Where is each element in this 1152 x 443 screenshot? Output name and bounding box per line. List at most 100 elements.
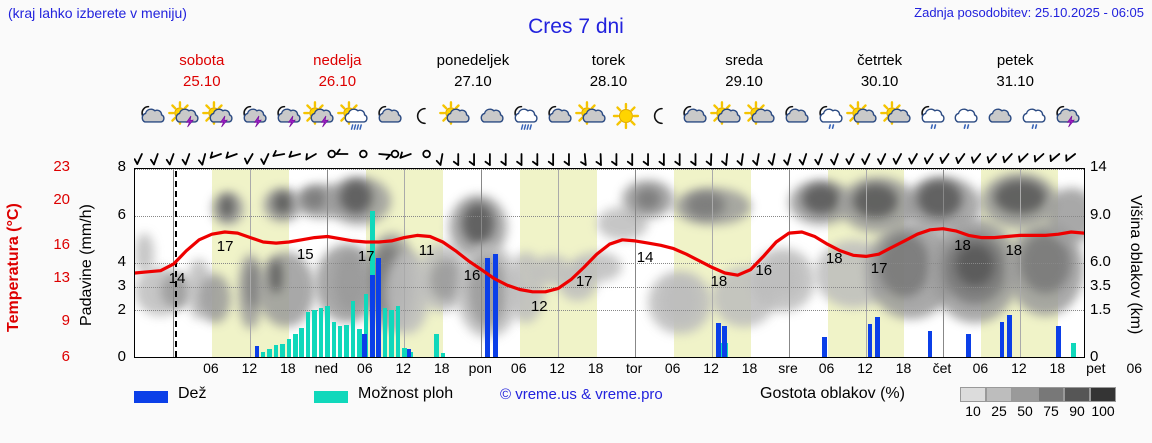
horizontal-gridline [135, 357, 1084, 358]
meteogram-plot[interactable]: 14 17 15 17 11 16 12 17 14 18 16 18 17 18 18 [134, 168, 1085, 358]
day-name: sobota [179, 52, 225, 69]
shower-bar [286, 339, 292, 357]
rain-bar [254, 346, 260, 357]
temperature-curve [135, 227, 1084, 294]
last-update-timestamp: Zadnja posodobitev: 25.10.2025 - 06:05 [914, 5, 1144, 20]
shower-bar [318, 307, 324, 357]
horizontal-gridline [135, 263, 1084, 264]
cloud-density-blob [256, 251, 315, 327]
moon-icon [405, 95, 439, 140]
x-tick-06-12: 06 [664, 360, 681, 376]
temperature-value-label: 12 [530, 297, 548, 315]
rain-bar [966, 333, 971, 357]
cloud-density-stop-label: 100 [1091, 403, 1115, 419]
cloud-density-blob [462, 202, 495, 245]
cloud-density-blob [853, 184, 899, 218]
midday-gridline [1019, 169, 1021, 357]
cloud-density-blob [635, 187, 661, 211]
day-header-četrtek: četrtek 30.10 [802, 50, 958, 92]
x-tick-tor-11: tor [625, 360, 643, 376]
x-tick-12-21: 12 [1011, 360, 1027, 376]
rain-bar [822, 337, 827, 357]
cloud-density-legend-label: Gostota oblakov (%) [760, 385, 905, 402]
temperature-tick-13: 13 [53, 269, 70, 287]
shower-bar [337, 326, 343, 357]
temperature-value-label: 18 [1005, 242, 1023, 260]
rain-bar [493, 253, 498, 357]
day-date: 26.10 [318, 73, 357, 90]
moon-cloud-lightning-icon [1049, 95, 1083, 140]
day-header-torek: torek 28.10 [531, 50, 687, 92]
page-title: Cres 7 dni [528, 15, 624, 38]
sun-cloud-icon [744, 95, 778, 140]
cloud-density-blob [660, 278, 700, 324]
temperature-tick-16: 16 [53, 235, 70, 253]
x-tick-12-1: 12 [241, 360, 258, 376]
x-tick-18-10: 18 [587, 360, 604, 376]
cloud-height-tick-6.0: 6.0 [1090, 253, 1111, 270]
sun-cloud-icon [879, 95, 914, 140]
day-date: 30.10 [860, 73, 899, 90]
day-name: sreda [725, 52, 763, 69]
cloud-density-swatch-90 [1064, 387, 1090, 402]
x-tick-06-8: 06 [510, 360, 527, 376]
sun-cloud-lightning-icon [201, 95, 236, 140]
day-header-petek: petek 31.10 [937, 50, 1093, 92]
x-tick-12-13: 12 [703, 360, 719, 376]
temperature-value-label: 14 [636, 249, 654, 267]
shower-bar [293, 333, 298, 357]
rain-bar [362, 333, 367, 357]
x-tick-18-6: 18 [433, 360, 450, 376]
day-header-sreda: sreda 29.10 [666, 50, 822, 92]
horizontal-gridline [135, 310, 1084, 311]
moon-cloud-drizzle-icon [914, 95, 948, 140]
temperature-value-label: 17 [357, 247, 375, 265]
cloud-density-blob [686, 191, 725, 218]
horizontal-gridline [135, 286, 1084, 288]
midday-gridline [404, 169, 406, 357]
day-name: četrtek [857, 52, 903, 69]
horizontal-gridline [135, 169, 1084, 170]
copyright-link[interactable]: © vreme.us & vreme.pro [500, 386, 663, 403]
precipitation-tick-0: 0 [117, 348, 126, 365]
shower-bar [344, 325, 349, 357]
cloud-density-stop-label: 10 [965, 403, 981, 419]
cloud-drizzle-icon [1015, 95, 1049, 140]
x-tick-18-14: 18 [741, 360, 758, 376]
x-tick-12-9: 12 [549, 360, 565, 376]
temperature-tick-6: 6 [61, 348, 70, 365]
shower-bar [312, 310, 317, 357]
x-tick-pon-7: pon [468, 360, 492, 376]
moon-icon [642, 95, 676, 140]
cloud-density-stop-label: 50 [1017, 403, 1033, 419]
moon-cloud-rain-icon [507, 95, 541, 140]
sun-cloud-lightning-icon [167, 95, 202, 140]
moon-cloud-icon [371, 95, 405, 140]
shower-bar [1071, 342, 1076, 357]
x-tick-čet-19: čet [932, 360, 952, 376]
x-tick-06-4: 06 [357, 360, 373, 376]
cloud-density-swatch-25 [986, 387, 1012, 402]
moon-cloud-lightning-icon [270, 95, 304, 140]
temperature-value-label: 18 [710, 273, 728, 291]
x-tick-12-5: 12 [395, 360, 412, 376]
precipitation-tick-8: 8 [117, 158, 126, 175]
moon-cloud-icon [778, 95, 812, 140]
cloud-density-stop-label: 75 [1043, 403, 1059, 419]
precipitation-axis-title: Padavine (mm/h) [78, 204, 95, 326]
day-header-sobota: sobota 25.10 [124, 50, 280, 92]
temperature-axis-title: Temperatura (°C) [5, 203, 22, 333]
moon-cloud-icon [134, 95, 168, 140]
temperature-tick-20: 20 [53, 191, 70, 209]
horizontal-gridline [135, 216, 1084, 217]
rain-bar [376, 258, 381, 357]
cloud-density-blob [955, 244, 995, 286]
rain-legend-label: Dež [178, 385, 207, 402]
day-header-nedelja: nedelja 26.10 [260, 50, 416, 92]
x-tick-18-22: 18 [1049, 360, 1066, 376]
shower-bar [331, 321, 337, 357]
cloud-density-blob [272, 191, 293, 215]
cloud-density-swatch-75 [1038, 387, 1064, 402]
moon-cloud-drizzle-icon [812, 95, 846, 140]
shower-bar [280, 344, 285, 357]
